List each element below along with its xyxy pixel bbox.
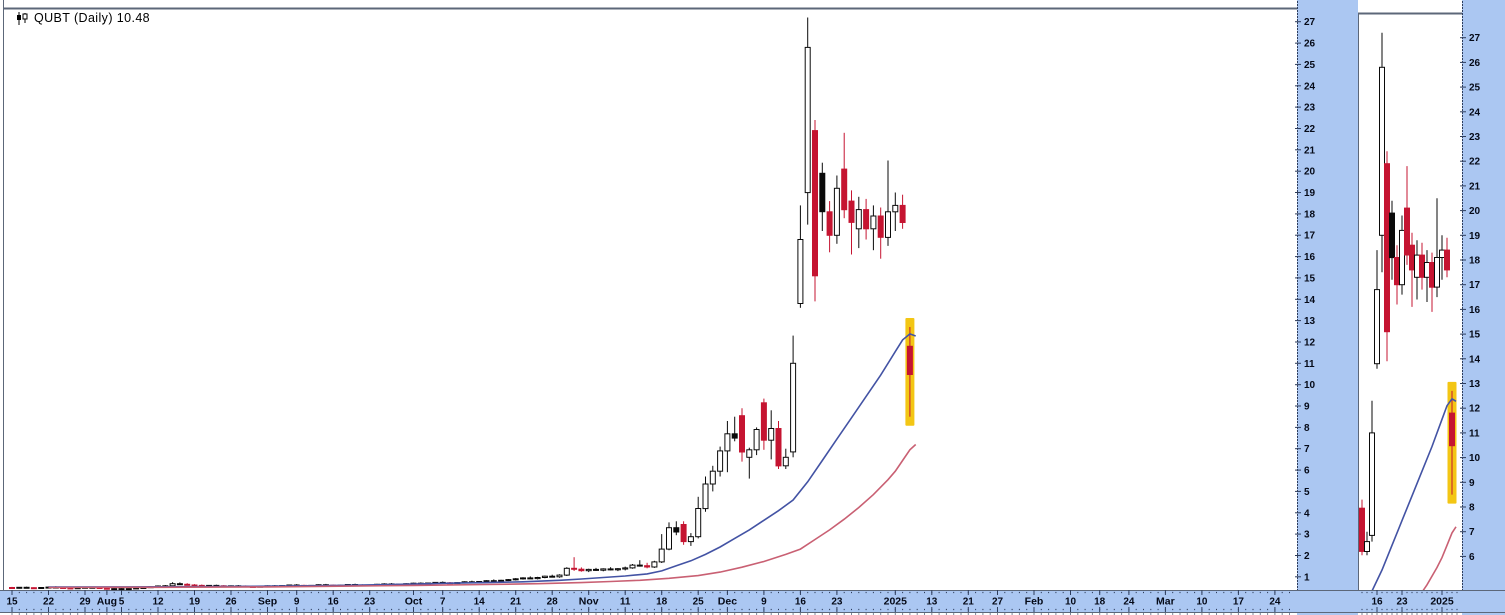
svg-text:24: 24 bbox=[1269, 597, 1281, 608]
svg-text:15: 15 bbox=[1304, 273, 1316, 284]
svg-text:24: 24 bbox=[1304, 81, 1316, 92]
svg-text:25: 25 bbox=[1469, 83, 1481, 94]
svg-text:Mar: Mar bbox=[1156, 596, 1175, 608]
svg-text:2025: 2025 bbox=[1430, 596, 1454, 608]
svg-text:22: 22 bbox=[1469, 157, 1481, 168]
main-price-axis[interactable] bbox=[1297, 0, 1358, 590]
svg-text:15: 15 bbox=[6, 597, 18, 608]
svg-text:10: 10 bbox=[1065, 597, 1077, 608]
svg-text:12: 12 bbox=[1469, 404, 1481, 415]
svg-text:16: 16 bbox=[328, 597, 340, 608]
svg-text:19: 19 bbox=[1469, 231, 1481, 242]
svg-text:27: 27 bbox=[1304, 17, 1316, 28]
svg-text:13: 13 bbox=[926, 597, 938, 608]
svg-text:12: 12 bbox=[152, 597, 164, 608]
svg-text:5: 5 bbox=[1304, 487, 1310, 498]
svg-text:26: 26 bbox=[1469, 58, 1481, 69]
svg-text:24: 24 bbox=[1469, 107, 1481, 118]
candlestick-chart-icon bbox=[16, 11, 29, 25]
svg-text:20: 20 bbox=[1469, 206, 1481, 217]
svg-text:21: 21 bbox=[1469, 181, 1481, 192]
svg-text:11: 11 bbox=[620, 597, 631, 608]
svg-text:1: 1 bbox=[1304, 572, 1310, 583]
svg-text:9: 9 bbox=[1304, 402, 1310, 413]
svg-text:27: 27 bbox=[1469, 33, 1481, 44]
svg-text:13: 13 bbox=[1304, 316, 1316, 327]
svg-text:2: 2 bbox=[1304, 551, 1310, 562]
svg-text:23: 23 bbox=[831, 597, 843, 608]
svg-text:23: 23 bbox=[364, 597, 376, 608]
svg-text:9: 9 bbox=[294, 597, 300, 608]
svg-text:8: 8 bbox=[1469, 503, 1475, 514]
svg-text:4: 4 bbox=[1304, 508, 1310, 519]
svg-text:6: 6 bbox=[1304, 466, 1310, 477]
chart-title-label: QUBT (Daily) 10.48 bbox=[34, 11, 151, 25]
svg-text:29: 29 bbox=[79, 597, 91, 608]
svg-text:Dec: Dec bbox=[718, 596, 737, 608]
svg-text:16: 16 bbox=[1304, 252, 1316, 263]
svg-text:17: 17 bbox=[1469, 280, 1481, 291]
svg-text:9: 9 bbox=[1469, 478, 1475, 489]
svg-text:Sep: Sep bbox=[258, 596, 277, 608]
svg-text:14: 14 bbox=[1469, 354, 1481, 365]
svg-text:12: 12 bbox=[1304, 337, 1316, 348]
svg-text:Oct: Oct bbox=[405, 596, 423, 608]
svg-text:7: 7 bbox=[1469, 527, 1475, 538]
svg-text:3: 3 bbox=[1304, 530, 1310, 541]
svg-text:14: 14 bbox=[1304, 295, 1316, 306]
svg-text:5: 5 bbox=[119, 597, 125, 608]
svg-text:20: 20 bbox=[1304, 167, 1316, 178]
svg-text:26: 26 bbox=[225, 597, 237, 608]
svg-text:24: 24 bbox=[1123, 597, 1135, 608]
svg-text:23: 23 bbox=[1469, 132, 1481, 143]
chart-legend: QUBT (Daily) 10.48 bbox=[16, 11, 150, 25]
svg-text:18: 18 bbox=[1304, 209, 1316, 220]
svg-text:22: 22 bbox=[1304, 124, 1316, 135]
svg-text:21: 21 bbox=[963, 597, 975, 608]
svg-text:Nov: Nov bbox=[579, 596, 599, 608]
svg-text:6: 6 bbox=[1469, 552, 1475, 563]
svg-text:9: 9 bbox=[761, 597, 767, 608]
svg-text:27: 27 bbox=[992, 597, 1004, 608]
svg-text:26: 26 bbox=[1304, 39, 1316, 50]
svg-text:18: 18 bbox=[656, 597, 668, 608]
svg-text:18: 18 bbox=[1469, 256, 1481, 267]
svg-text:8: 8 bbox=[1304, 423, 1310, 434]
svg-text:25: 25 bbox=[1304, 60, 1316, 71]
svg-text:23: 23 bbox=[1396, 597, 1408, 608]
svg-text:10: 10 bbox=[1304, 380, 1316, 391]
svg-text:21: 21 bbox=[510, 597, 522, 608]
svg-text:14: 14 bbox=[474, 597, 486, 608]
inset-price-axis[interactable] bbox=[1462, 0, 1505, 590]
svg-text:16: 16 bbox=[1469, 305, 1481, 316]
zoom-inset-panel[interactable] bbox=[1358, 13, 1462, 590]
svg-text:11: 11 bbox=[1469, 428, 1480, 439]
svg-text:17: 17 bbox=[1233, 597, 1245, 608]
svg-text:22: 22 bbox=[43, 597, 55, 608]
svg-text:23: 23 bbox=[1304, 103, 1316, 114]
svg-text:25: 25 bbox=[693, 597, 705, 608]
svg-text:10: 10 bbox=[1196, 597, 1208, 608]
svg-text:15: 15 bbox=[1469, 330, 1481, 341]
svg-text:11: 11 bbox=[1304, 359, 1315, 370]
svg-text:18: 18 bbox=[1094, 597, 1106, 608]
time-axis[interactable] bbox=[0, 590, 1505, 612]
svg-text:19: 19 bbox=[1304, 188, 1316, 199]
svg-text:28: 28 bbox=[547, 597, 559, 608]
main-plot-area[interactable] bbox=[4, 10, 1296, 590]
svg-text:Aug: Aug bbox=[97, 596, 117, 608]
svg-text:10: 10 bbox=[1469, 453, 1481, 464]
svg-text:16: 16 bbox=[1371, 597, 1383, 608]
svg-text:19: 19 bbox=[189, 597, 201, 608]
svg-text:2025: 2025 bbox=[884, 596, 908, 608]
svg-text:7: 7 bbox=[1304, 444, 1310, 455]
svg-text:21: 21 bbox=[1304, 145, 1316, 156]
svg-text:16: 16 bbox=[795, 597, 807, 608]
svg-text:Feb: Feb bbox=[1025, 596, 1044, 608]
svg-text:17: 17 bbox=[1304, 231, 1316, 242]
svg-text:7: 7 bbox=[440, 597, 446, 608]
svg-text:13: 13 bbox=[1469, 379, 1481, 390]
